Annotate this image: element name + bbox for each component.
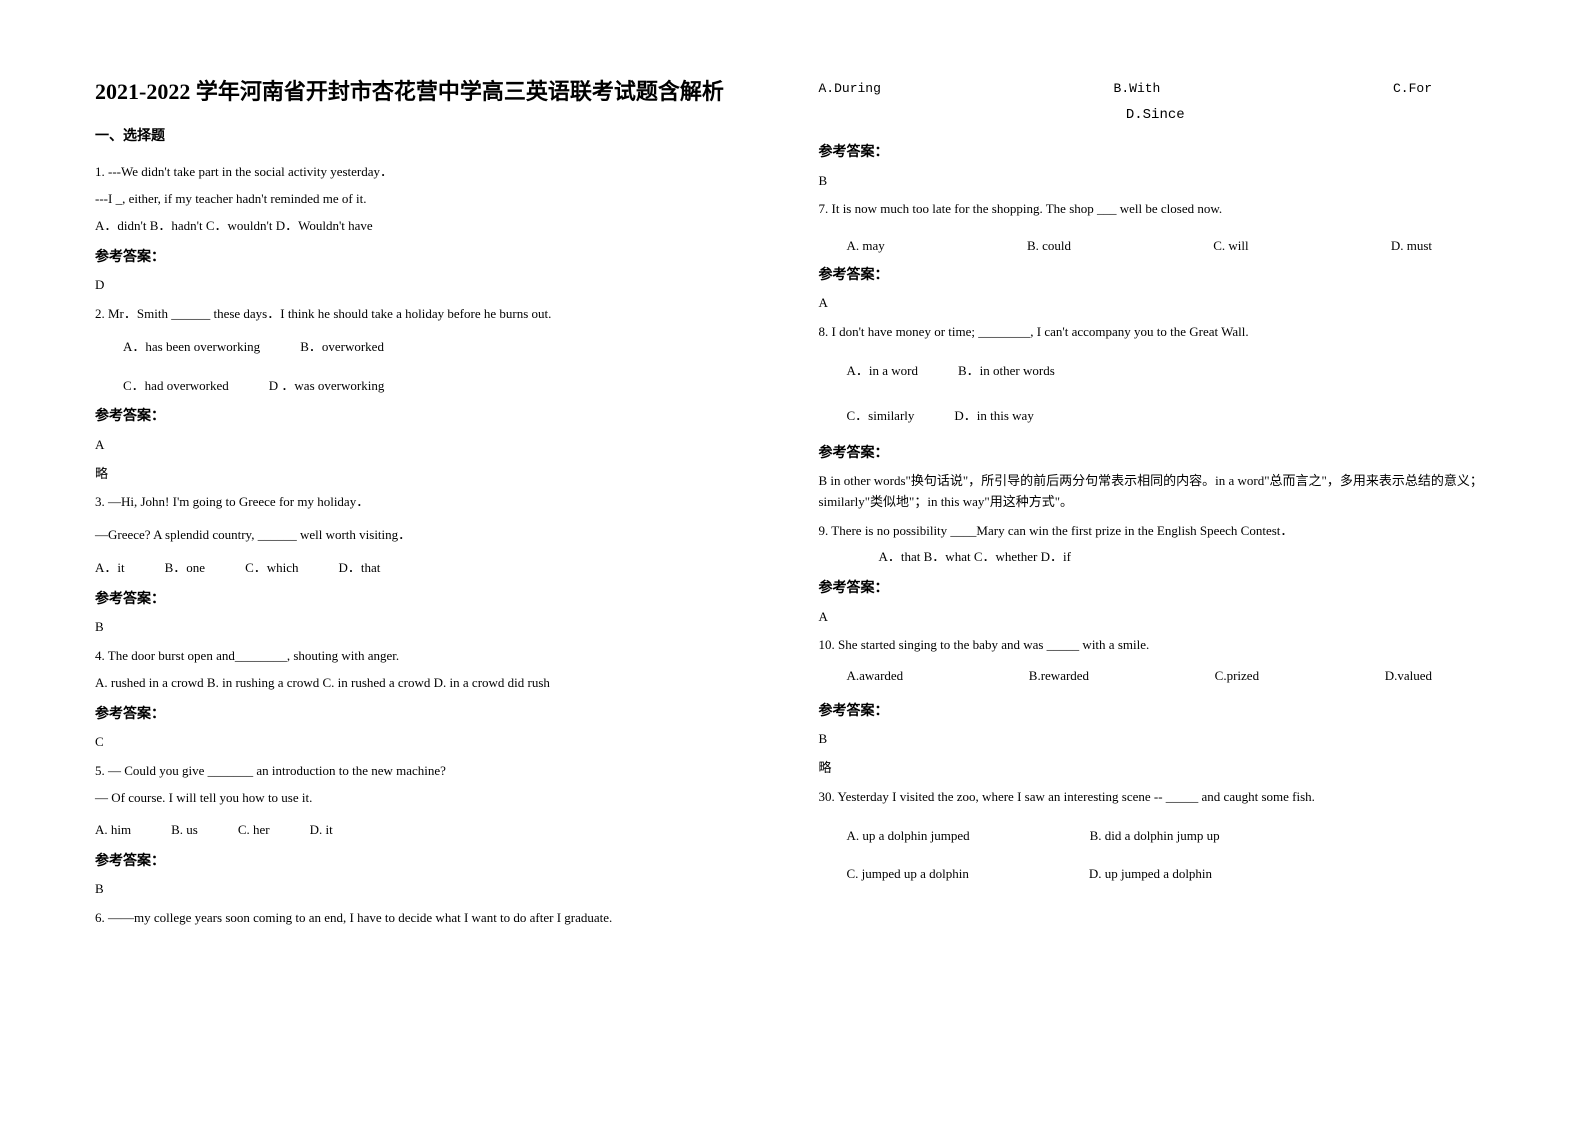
q4-line1: 4. The door burst open and________, shou… — [95, 646, 769, 667]
right-column: A.During B.With C.For D.Since 参考答案： B 7.… — [819, 75, 1493, 1047]
q6-line1: 6. ——my college years soon coming to an … — [95, 908, 769, 929]
q2-options-row2: C．had overworked D ．was overworking — [95, 376, 769, 397]
q30-optD: D. up jumped a dolphin — [1089, 864, 1212, 885]
q8-optC: C．similarly — [847, 406, 915, 427]
q30-options-row2: C. jumped up a dolphin D. up jumped a do… — [819, 864, 1493, 885]
q7-optA: A. may — [847, 236, 885, 257]
q3-optC: C．which — [245, 558, 298, 579]
exam-title: 2021-2022 学年河南省开封市杏花营中学高三英语联考试题含解析 — [95, 75, 769, 108]
q30-options-row1: A. up a dolphin jumped B. did a dolphin … — [819, 826, 1493, 847]
q3-optD: D．that — [339, 558, 381, 579]
q30-optC: C. jumped up a dolphin — [847, 864, 969, 885]
page-container: 2021-2022 学年河南省开封市杏花营中学高三英语联考试题含解析 一、选择题… — [95, 75, 1492, 1047]
q2-optA: A．has been overworking — [123, 337, 260, 358]
q8-optA: A．in a word — [847, 361, 919, 382]
answer-label: 参考答案： — [819, 443, 1493, 465]
q10-optC: C.prized — [1215, 666, 1259, 687]
answer-label: 参考答案： — [95, 851, 769, 873]
q1-line2: ---I _, either, if my teacher hadn't rem… — [95, 189, 769, 210]
q10-note: 略 — [819, 758, 1493, 779]
q5-options: A. him B. us C. her D. it — [95, 820, 769, 841]
answer-label: 参考答案： — [819, 265, 1493, 287]
q8-line1: 8. I don't have money or time; ________,… — [819, 322, 1493, 343]
answer-label: 参考答案： — [819, 578, 1493, 600]
q5-optA: A. him — [95, 820, 131, 841]
q9-options: A．that B．what C．whether D．if — [819, 547, 1493, 568]
answer-label: 参考答案： — [95, 406, 769, 428]
q6-optD: D.Since — [819, 104, 1493, 126]
q10-optA: A.awarded — [847, 666, 904, 687]
q9-line1: 9. There is no possibility ____Mary can … — [819, 521, 1493, 542]
q5-optC: C. her — [238, 820, 270, 841]
q5-optB: B. us — [171, 820, 198, 841]
q2-answer: A — [95, 435, 769, 456]
q1-options: A．didn't B．hadn't C．wouldn't D．Wouldn't … — [95, 216, 769, 237]
q3-optA: A．it — [95, 558, 125, 579]
q3-line1: 3. —Hi, John! I'm going to Greece for my… — [95, 492, 769, 513]
q6-options-row1: A.During B.With C.For — [819, 79, 1493, 100]
q10-answer: B — [819, 729, 1493, 750]
q8-options-row1: A．in a word B．in other words — [819, 361, 1493, 382]
q5-optD: D. it — [310, 820, 333, 841]
q2-options-row1: A．has been overworking B．overworked — [95, 337, 769, 358]
q7-answer: A — [819, 293, 1493, 314]
q6-optC: C.For — [1393, 79, 1432, 100]
q3-optB: B．one — [165, 558, 205, 579]
q7-optC: C. will — [1213, 236, 1248, 257]
q6-answer: B — [819, 171, 1493, 192]
q10-options: A.awarded B.rewarded C.prized D.valued — [819, 666, 1493, 687]
q8-optB: B．in other words — [958, 361, 1055, 382]
q30-line1: 30. Yesterday I visited the zoo, where I… — [819, 787, 1493, 808]
q10-line1: 10. She started singing to the baby and … — [819, 635, 1493, 656]
answer-label: 参考答案： — [95, 589, 769, 611]
q2-optC: C．had overworked — [123, 376, 229, 397]
q7-optD: D. must — [1391, 236, 1432, 257]
left-column: 2021-2022 学年河南省开封市杏花营中学高三英语联考试题含解析 一、选择题… — [95, 75, 769, 1047]
q5-answer: B — [95, 879, 769, 900]
section-heading: 一、选择题 — [95, 126, 769, 148]
q2-line1: 2. Mr．Smith ______ these days．I think he… — [95, 304, 769, 325]
q6-optA: A.During — [819, 79, 881, 100]
answer-label: 参考答案： — [819, 701, 1493, 723]
answer-label: 参考答案： — [819, 142, 1493, 164]
q8-answer: B in other words"换句话说"，所引导的前后两分句常表示相同的内容… — [819, 471, 1493, 513]
q2-note: 略 — [95, 464, 769, 485]
answer-label: 参考答案： — [95, 247, 769, 269]
q5-line1: 5. — Could you give _______ an introduct… — [95, 761, 769, 782]
q7-options: A. may B. could C. will D. must — [819, 236, 1493, 257]
q5-line2: — Of course. I will tell you how to use … — [95, 788, 769, 809]
q30-optA: A. up a dolphin jumped — [847, 826, 970, 847]
q1-answer: D — [95, 275, 769, 296]
q10-optB: B.rewarded — [1029, 666, 1089, 687]
q7-line1: 7. It is now much too late for the shopp… — [819, 199, 1493, 220]
q7-optB: B. could — [1027, 236, 1071, 257]
q3-options: A．it B．one C．which D．that — [95, 558, 769, 579]
q2-optD: D ．was overworking — [269, 376, 385, 397]
q2-optB: B．overworked — [300, 337, 384, 358]
q10-optD: D.valued — [1385, 666, 1432, 687]
q1-line1: 1. ---We didn't take part in the social … — [95, 162, 769, 183]
q6-optB: B.With — [1114, 79, 1161, 100]
q3-line2: —Greece? A splendid country, ______ well… — [95, 525, 769, 546]
q30-optB: B. did a dolphin jump up — [1090, 826, 1220, 847]
q8-options-row2: C．similarly D．in this way — [819, 406, 1493, 427]
q4-answer: C — [95, 732, 769, 753]
q9-answer: A — [819, 607, 1493, 628]
q4-options: A. rushed in a crowd B. in rushing a cro… — [95, 673, 769, 694]
q8-optD: D．in this way — [954, 406, 1033, 427]
answer-label: 参考答案： — [95, 704, 769, 726]
q3-answer: B — [95, 617, 769, 638]
